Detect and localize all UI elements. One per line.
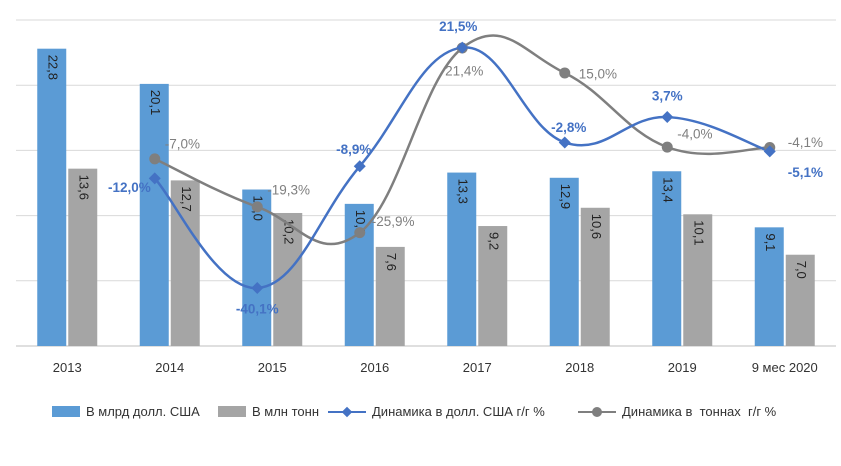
x-tick-label: 9 мес 2020 xyxy=(752,360,818,375)
tons-dynamics-label: 21,4% xyxy=(445,64,483,79)
usd-dynamics-label: -40,1% xyxy=(236,302,279,317)
legend-label-usd: В млрд долл. США xyxy=(86,404,200,419)
legend: В млрд долл. США В млн тонн Динамика в д… xyxy=(0,402,841,424)
legend-item-usd[interactable]: В млрд долл. США xyxy=(52,404,200,419)
legend-item-tons[interactable]: В млн тонн xyxy=(218,404,319,419)
usd-dynamics-marker xyxy=(763,145,776,158)
usd-dynamics-label: 21,5% xyxy=(439,19,477,34)
bar-label-tons: 10,2 xyxy=(281,219,296,244)
x-axis-ticks: 2013 2014 2015 2016 2017 2018 2019 9 мес 2020 xyxy=(53,360,818,375)
tons-dynamics-label: -19,3% xyxy=(267,182,310,197)
bar-label-tons: 10,6 xyxy=(589,214,604,239)
bar-label-usd: 13,4 xyxy=(660,177,675,202)
bar-usd xyxy=(37,48,67,347)
bar-usd xyxy=(242,189,272,346)
usd-dynamics-marker xyxy=(148,172,161,185)
bar-label-tons: 7,6 xyxy=(384,253,399,271)
tons-dynamics-marker xyxy=(661,141,673,153)
tons-dynamics-label: -7,0% xyxy=(165,136,200,151)
usd-dynamics-label: -5,1% xyxy=(788,165,823,180)
x-tick-label: 2013 xyxy=(53,360,82,375)
tons-dynamics-label: 15,0% xyxy=(579,67,617,82)
x-tick-label: 2015 xyxy=(258,360,287,375)
legend-label-usd-dynamics: Динамика в долл. США г/г % xyxy=(372,404,545,419)
legend-item-tons-dynamics[interactable]: Динамика в тоннах г/г % xyxy=(578,404,776,419)
x-tick-label: 2019 xyxy=(668,360,697,375)
bar-tons xyxy=(478,226,508,346)
bars xyxy=(37,48,815,347)
markers xyxy=(148,41,776,295)
bar-label-usd: 9,1 xyxy=(763,233,778,251)
bar-label-usd: 13,3 xyxy=(455,179,470,204)
bar-usd xyxy=(754,227,784,346)
tons-dynamics-marker xyxy=(354,227,366,239)
bar-label-usd: 20,1 xyxy=(148,90,163,115)
usd-dynamics-label: -12,0% xyxy=(108,180,151,195)
legend-swatch-usd-dynamics xyxy=(328,406,366,418)
bar-tons xyxy=(375,246,405,346)
usd-dynamics-marker xyxy=(558,136,571,149)
legend-label-tons: В млн тонн xyxy=(252,404,319,419)
bar-usd xyxy=(447,172,477,346)
bar-label-tons: 13,6 xyxy=(76,175,91,200)
tons-dynamics-marker xyxy=(251,201,263,213)
bar-label-tons: 12,7 xyxy=(179,186,194,211)
usd-dynamics-marker xyxy=(251,282,264,295)
tons-dynamics-marker xyxy=(559,67,571,79)
legend-label-tons-dynamics: Динамика в тоннах г/г % xyxy=(622,404,777,419)
bar-labels: 22,813,620,112,712,010,210,97,613,39,212… xyxy=(45,55,809,279)
bar-label-tons: 9,2 xyxy=(486,232,501,250)
bar-usd xyxy=(652,171,682,346)
bar-tons xyxy=(68,168,98,346)
bar-tons xyxy=(580,207,610,346)
x-tick-label: 2014 xyxy=(155,360,184,375)
legend-swatch-tons-dynamics xyxy=(578,406,616,418)
bar-label-usd: 12,9 xyxy=(558,184,573,209)
x-tick-label: 2017 xyxy=(463,360,492,375)
line-labels: -7,0% -19,3% -25,9% 21,4% 15,0% -4,0% -4,1% -12… xyxy=(108,19,823,316)
bar-tons xyxy=(785,254,815,346)
legend-item-usd-dynamics[interactable]: Динамика в долл. США г/г % xyxy=(328,404,545,419)
bar-usd xyxy=(139,83,169,346)
x-tick-label: 2016 xyxy=(360,360,389,375)
bar-label-tons: 10,1 xyxy=(691,220,706,245)
usd-dynamics-marker xyxy=(353,160,366,173)
usd-dynamics-marker xyxy=(661,111,674,124)
tons-dynamics-label: -4,0% xyxy=(677,127,712,142)
tons-dynamics-label: -25,9% xyxy=(372,214,415,229)
bar-usd xyxy=(549,177,579,346)
chart: 22,813,620,112,712,010,210,97,613,39,212… xyxy=(16,19,836,375)
bar-label-tons: 7,0 xyxy=(794,261,809,279)
tons-dynamics-label: -4,1% xyxy=(788,135,823,150)
usd-dynamics-marker xyxy=(456,41,469,54)
bar-label-usd: 22,8 xyxy=(45,55,60,80)
usd-dynamics-label: -8,9% xyxy=(336,142,371,157)
bar-tons xyxy=(683,214,713,346)
tons-dynamics-marker xyxy=(149,153,161,165)
legend-swatch-tons xyxy=(218,406,246,417)
usd-dynamics-label: -2,8% xyxy=(551,120,586,135)
usd-dynamics-label: 3,7% xyxy=(652,89,683,104)
legend-swatch-usd xyxy=(52,406,80,417)
x-tick-label: 2018 xyxy=(565,360,594,375)
